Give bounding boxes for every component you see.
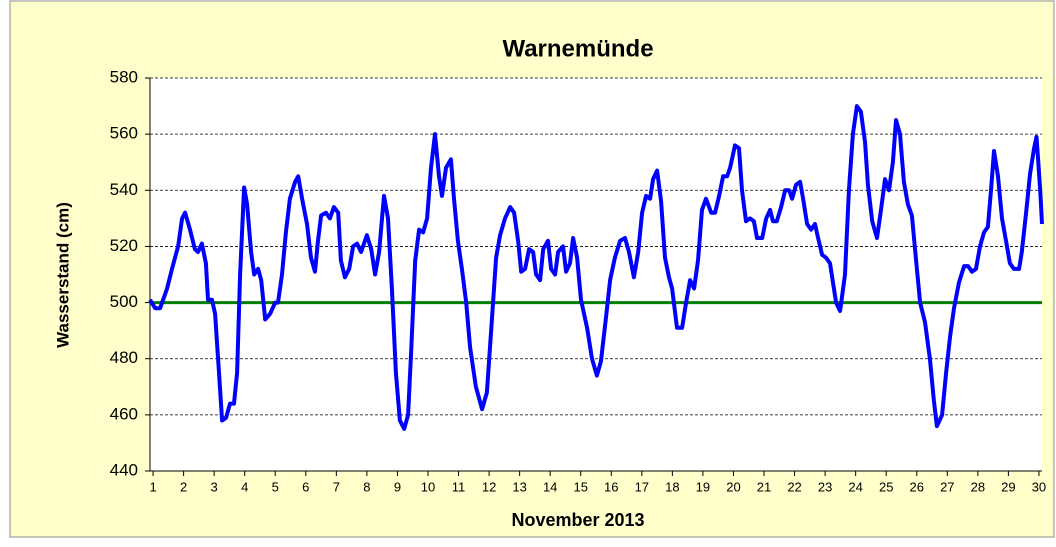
x-tick-label: 28 [971,479,985,494]
y-tick-label: 520 [110,236,138,255]
x-tick-label: 8 [363,479,370,494]
x-tick-label: 3 [211,479,218,494]
y-tick-label: 440 [110,460,138,479]
x-tick-label: 24 [848,479,862,494]
y-tick-label: 460 [110,404,138,423]
x-tick-label: 14 [543,479,557,494]
x-axis-title: November 2013 [511,510,644,530]
x-tick-label: 27 [940,479,954,494]
y-tick-label: 560 [110,124,138,143]
y-tick-label: 580 [110,67,138,86]
x-tick-label: 30 [1032,479,1046,494]
x-tick-label: 7 [333,479,340,494]
y-axis-title: Wasserstand (cm) [53,202,72,348]
y-tick-label: 480 [110,348,138,367]
x-tick-label: 11 [452,479,466,494]
x-tick-label: 18 [665,479,679,494]
x-tick-label: 19 [696,479,710,494]
x-tick-label: 26 [910,479,924,494]
x-tick-label: 25 [879,479,893,494]
x-tick-label: 13 [512,479,526,494]
x-tick-label: 17 [635,479,649,494]
x-tick-label: 21 [757,479,771,494]
x-tick-label: 15 [573,479,587,494]
y-tick-label: 500 [110,292,138,311]
x-tick-label: 1 [149,479,156,494]
x-tick-label: 9 [394,479,401,494]
x-tick-label: 29 [1001,479,1015,494]
x-tick-label: 2 [180,479,187,494]
x-tick-label: 23 [818,479,832,494]
series-line [148,104,1044,431]
x-tick-label: 10 [421,479,435,494]
x-tick-label: 20 [726,479,740,494]
y-tick-label: 540 [110,180,138,199]
x-tick-label: 4 [241,479,248,494]
x-tick-label: 12 [482,479,496,494]
x-tick-label: 16 [604,479,618,494]
x-tick-label: 5 [272,479,279,494]
x-tick-label: 6 [302,479,309,494]
x-tick-label: 22 [787,479,801,494]
chart-title: Warnemünde [502,35,653,62]
